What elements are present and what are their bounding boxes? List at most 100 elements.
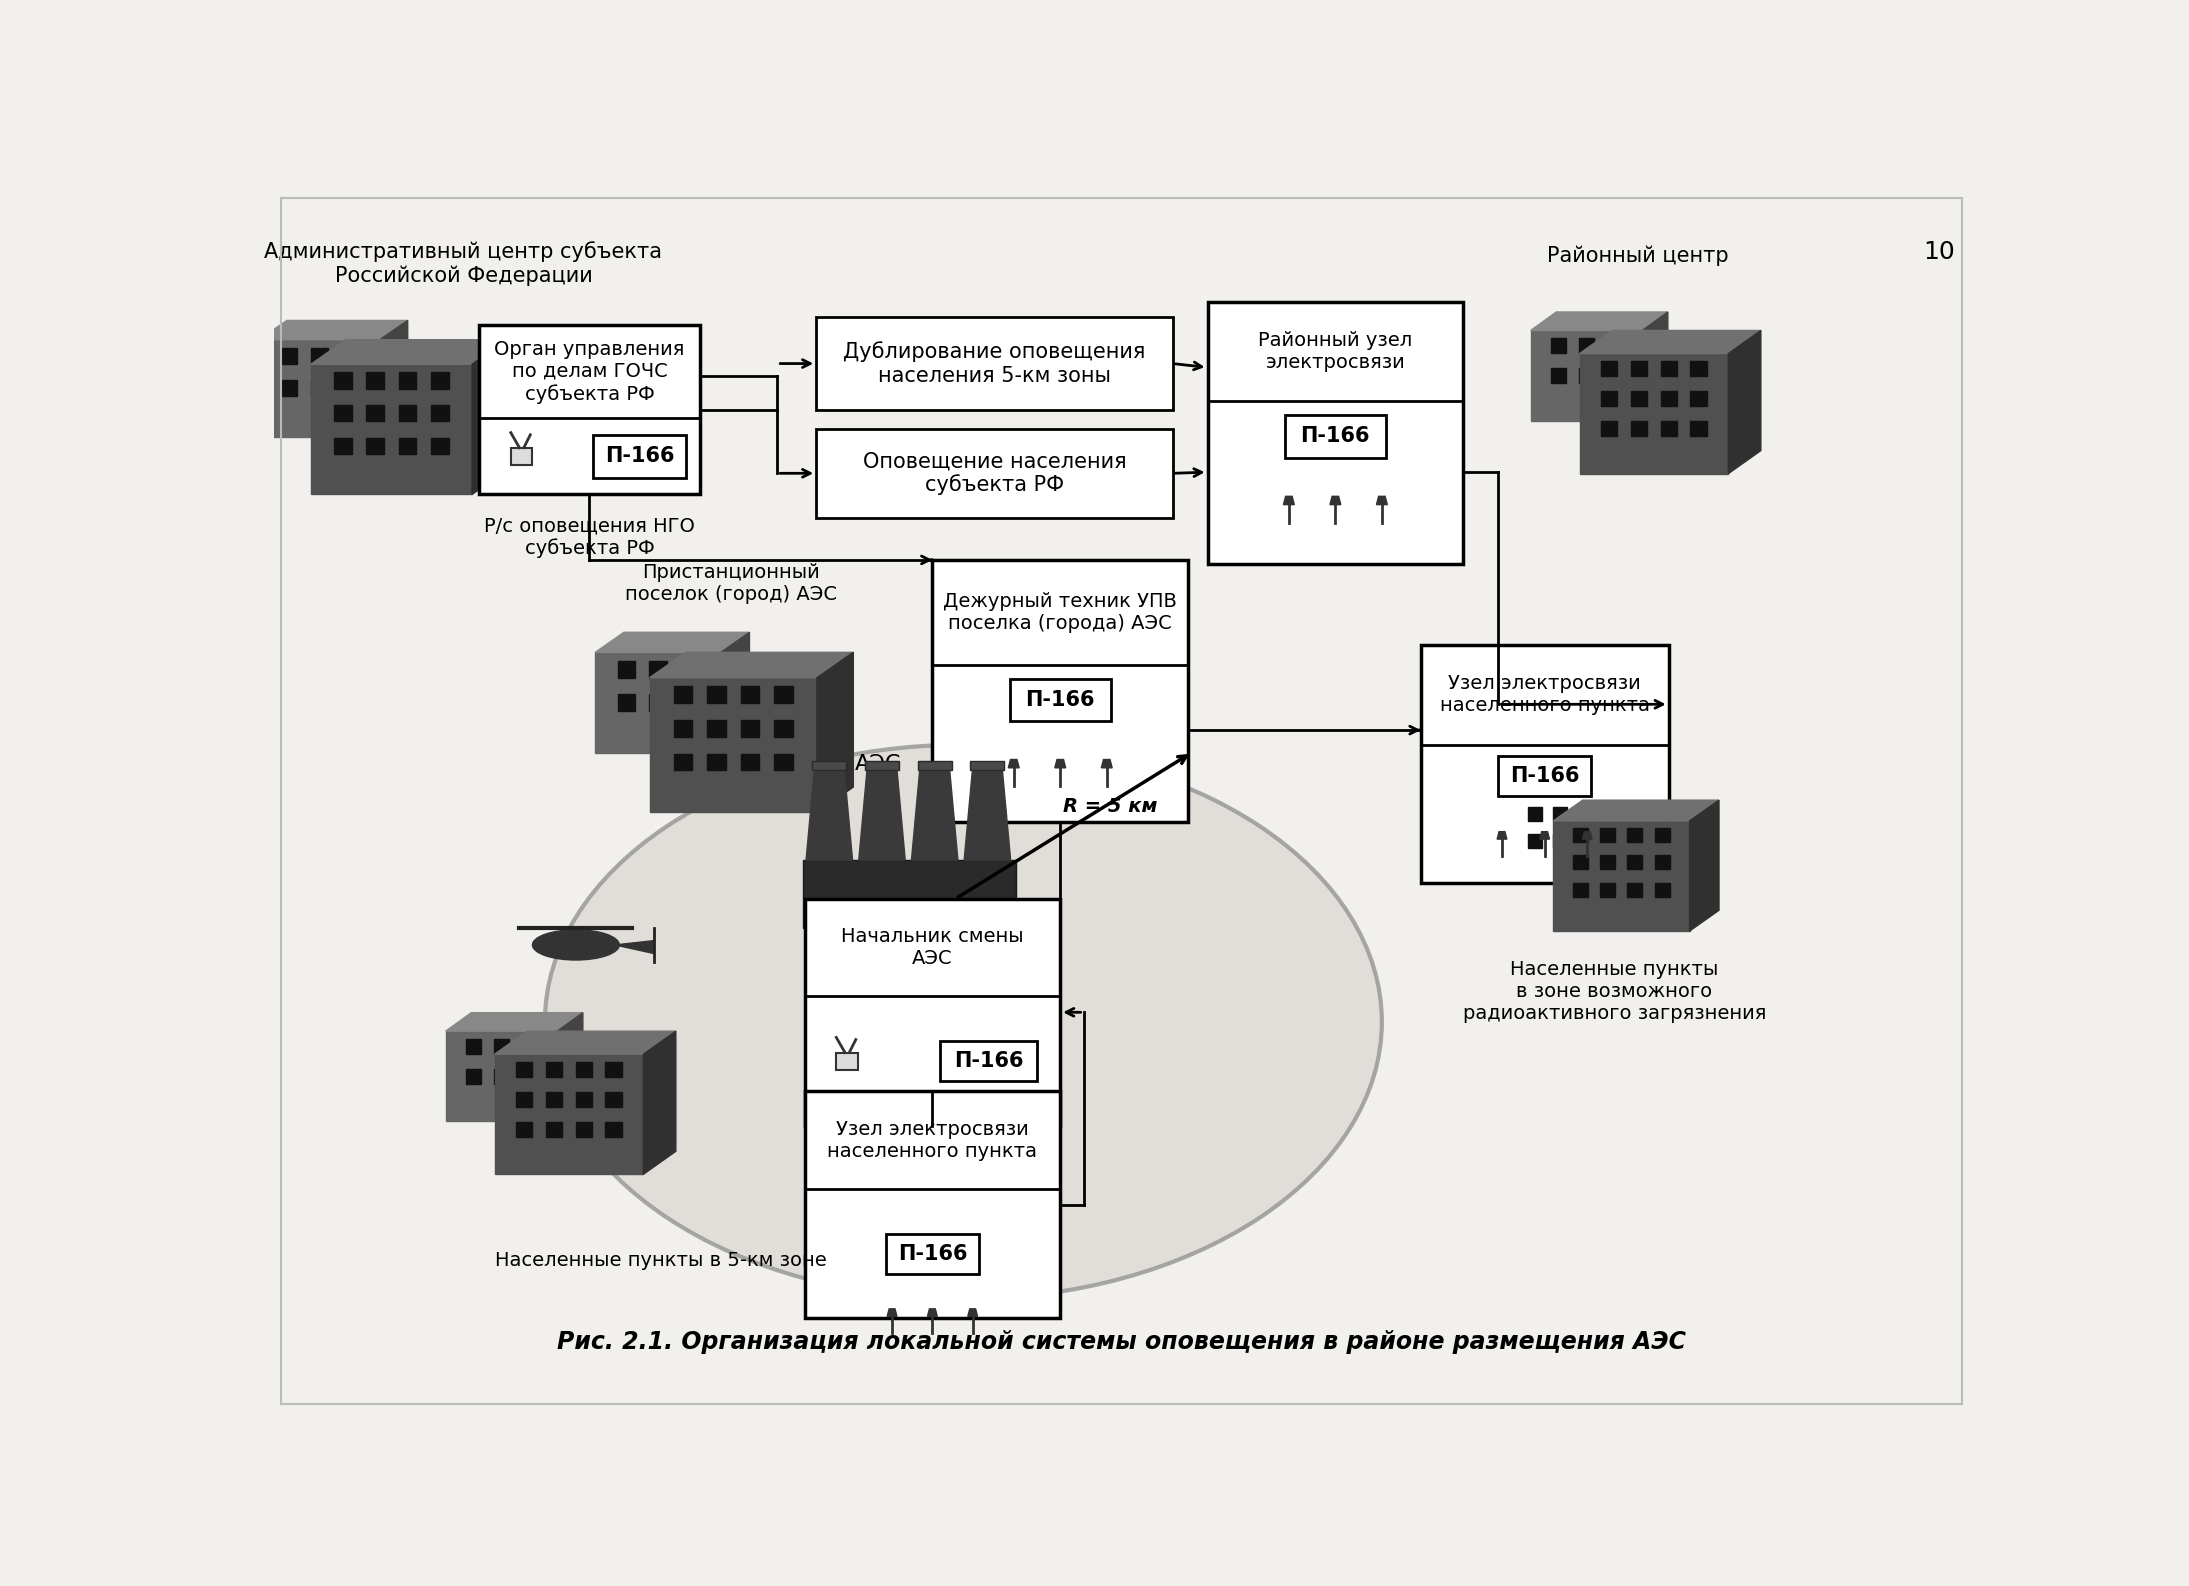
Bar xyxy=(1631,422,1646,436)
Bar xyxy=(617,695,635,711)
Bar xyxy=(1626,828,1642,842)
Text: Р/с оповещения НГО
субъекта РФ: Р/с оповещения НГО субъекта РФ xyxy=(484,515,694,558)
Polygon shape xyxy=(644,1031,676,1174)
Polygon shape xyxy=(858,768,906,860)
Bar xyxy=(1600,828,1615,842)
Text: Населенные пункты
в зоне возможного
радиоактивного загрязнения: Населенные пункты в зоне возможного ради… xyxy=(1462,960,1767,1023)
Bar xyxy=(1631,392,1646,406)
Polygon shape xyxy=(1580,330,1760,354)
Text: 10: 10 xyxy=(1924,239,1955,263)
Bar xyxy=(341,347,357,363)
Polygon shape xyxy=(1690,801,1718,931)
Text: Районный центр: Районный центр xyxy=(1548,246,1729,266)
Bar xyxy=(707,753,727,771)
Bar xyxy=(681,661,698,677)
Bar xyxy=(1578,807,1594,822)
Bar xyxy=(674,720,692,736)
Bar xyxy=(1690,362,1707,376)
Bar xyxy=(311,381,328,396)
Bar xyxy=(1421,644,1668,883)
Bar xyxy=(1574,883,1587,896)
Bar xyxy=(1578,368,1594,382)
Bar xyxy=(650,695,668,711)
Bar xyxy=(865,761,900,771)
Bar xyxy=(398,438,416,454)
Polygon shape xyxy=(1580,354,1729,474)
Bar xyxy=(606,1121,622,1137)
Polygon shape xyxy=(806,768,852,860)
Polygon shape xyxy=(615,940,655,953)
Bar xyxy=(681,695,698,711)
Polygon shape xyxy=(495,1055,644,1174)
Bar xyxy=(466,1039,482,1053)
Polygon shape xyxy=(258,320,407,339)
Bar xyxy=(398,404,416,422)
Bar xyxy=(280,381,298,396)
Polygon shape xyxy=(1554,822,1690,931)
Polygon shape xyxy=(1377,496,1388,504)
Polygon shape xyxy=(650,652,854,677)
Bar xyxy=(311,347,328,363)
Bar xyxy=(939,1040,1038,1082)
Polygon shape xyxy=(381,320,407,436)
Bar xyxy=(335,438,352,454)
Polygon shape xyxy=(1554,801,1718,822)
Bar xyxy=(1631,362,1646,376)
Bar xyxy=(545,1121,563,1137)
Polygon shape xyxy=(1642,312,1668,420)
Polygon shape xyxy=(258,339,381,436)
Bar xyxy=(674,753,692,771)
Bar xyxy=(1285,416,1386,458)
Bar xyxy=(335,404,352,422)
Polygon shape xyxy=(911,768,959,860)
Bar xyxy=(1528,807,1541,822)
Bar xyxy=(933,560,1189,822)
Bar xyxy=(816,430,1173,517)
Bar xyxy=(517,1121,532,1137)
Bar xyxy=(431,373,449,389)
Bar xyxy=(740,720,760,736)
Polygon shape xyxy=(311,339,508,365)
Text: Дублирование оповещения
населения 5-км зоны: Дублирование оповещения населения 5-км з… xyxy=(843,341,1145,385)
Text: Рис. 2.1. Организация локальной системы оповещения в районе размещения АЭС: Рис. 2.1. Организация локальной системы … xyxy=(558,1331,1686,1354)
Bar xyxy=(1690,422,1707,436)
Bar xyxy=(1578,338,1594,354)
Bar xyxy=(431,404,449,422)
Bar xyxy=(1655,828,1670,842)
Polygon shape xyxy=(473,339,508,495)
Polygon shape xyxy=(1729,330,1760,474)
Bar xyxy=(775,687,792,703)
Bar xyxy=(1600,422,1618,436)
Text: П-166: П-166 xyxy=(1300,427,1370,447)
Bar xyxy=(775,720,792,736)
Text: П-166: П-166 xyxy=(604,446,674,466)
Polygon shape xyxy=(447,1013,582,1031)
Bar xyxy=(816,317,1173,409)
Polygon shape xyxy=(595,652,720,753)
Bar xyxy=(1600,392,1618,406)
Bar xyxy=(707,720,727,736)
Bar xyxy=(576,1091,591,1107)
Polygon shape xyxy=(1530,312,1668,330)
Bar xyxy=(674,687,692,703)
Text: АЭС: АЭС xyxy=(856,753,902,774)
Bar xyxy=(495,1039,510,1053)
Bar xyxy=(1552,834,1567,849)
Bar xyxy=(740,687,760,703)
Polygon shape xyxy=(495,1031,676,1055)
Bar xyxy=(398,373,416,389)
Bar xyxy=(1528,834,1541,849)
Bar xyxy=(803,860,1016,928)
Bar xyxy=(545,1091,563,1107)
Text: Начальник смены
АЭС: Начальник смены АЭС xyxy=(841,928,1024,967)
Bar xyxy=(1690,392,1707,406)
Bar xyxy=(1208,301,1462,563)
Polygon shape xyxy=(1583,831,1591,839)
Bar xyxy=(431,438,449,454)
Bar xyxy=(812,761,847,771)
Bar xyxy=(495,1069,510,1083)
Bar xyxy=(1574,828,1587,842)
Bar xyxy=(606,1061,622,1077)
Bar xyxy=(1009,679,1110,722)
Bar xyxy=(593,435,687,477)
